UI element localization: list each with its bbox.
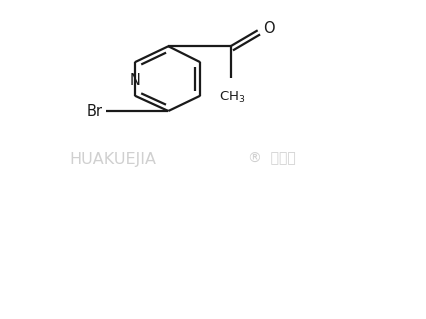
Text: ®  化学加: ® 化学加 (248, 151, 296, 165)
Text: HUAKUEJIA: HUAKUEJIA (69, 152, 156, 167)
Text: O: O (263, 21, 275, 36)
Text: CH$_3$: CH$_3$ (219, 90, 245, 105)
Text: Br: Br (86, 103, 102, 119)
Text: N: N (130, 73, 140, 88)
